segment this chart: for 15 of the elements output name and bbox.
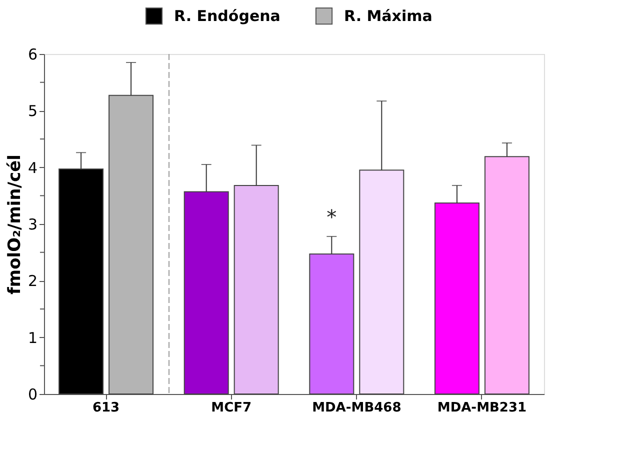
- y-tick-label: 1: [28, 328, 38, 347]
- legend-label: R. Máxima: [344, 7, 432, 25]
- x-tick-label: 613: [92, 400, 120, 416]
- y-tick-label: 0: [28, 386, 38, 404]
- y-tick-label: 4: [28, 158, 38, 177]
- y-tick-label: 2: [28, 272, 38, 290]
- x-tick-label: MCF7: [211, 400, 252, 416]
- legend-label: R. Endógena: [174, 7, 280, 25]
- x-tick-label: MDA-MB231: [437, 400, 527, 416]
- y-tick-label: 6: [28, 46, 38, 64]
- y-tick-label: 3: [28, 216, 38, 234]
- x-tick-label: MDA-MB468: [312, 400, 402, 416]
- y-axis-title: fmolO₂/min/cél: [4, 154, 25, 295]
- annotation: *: [326, 204, 337, 229]
- y-tick-label: 5: [28, 102, 38, 120]
